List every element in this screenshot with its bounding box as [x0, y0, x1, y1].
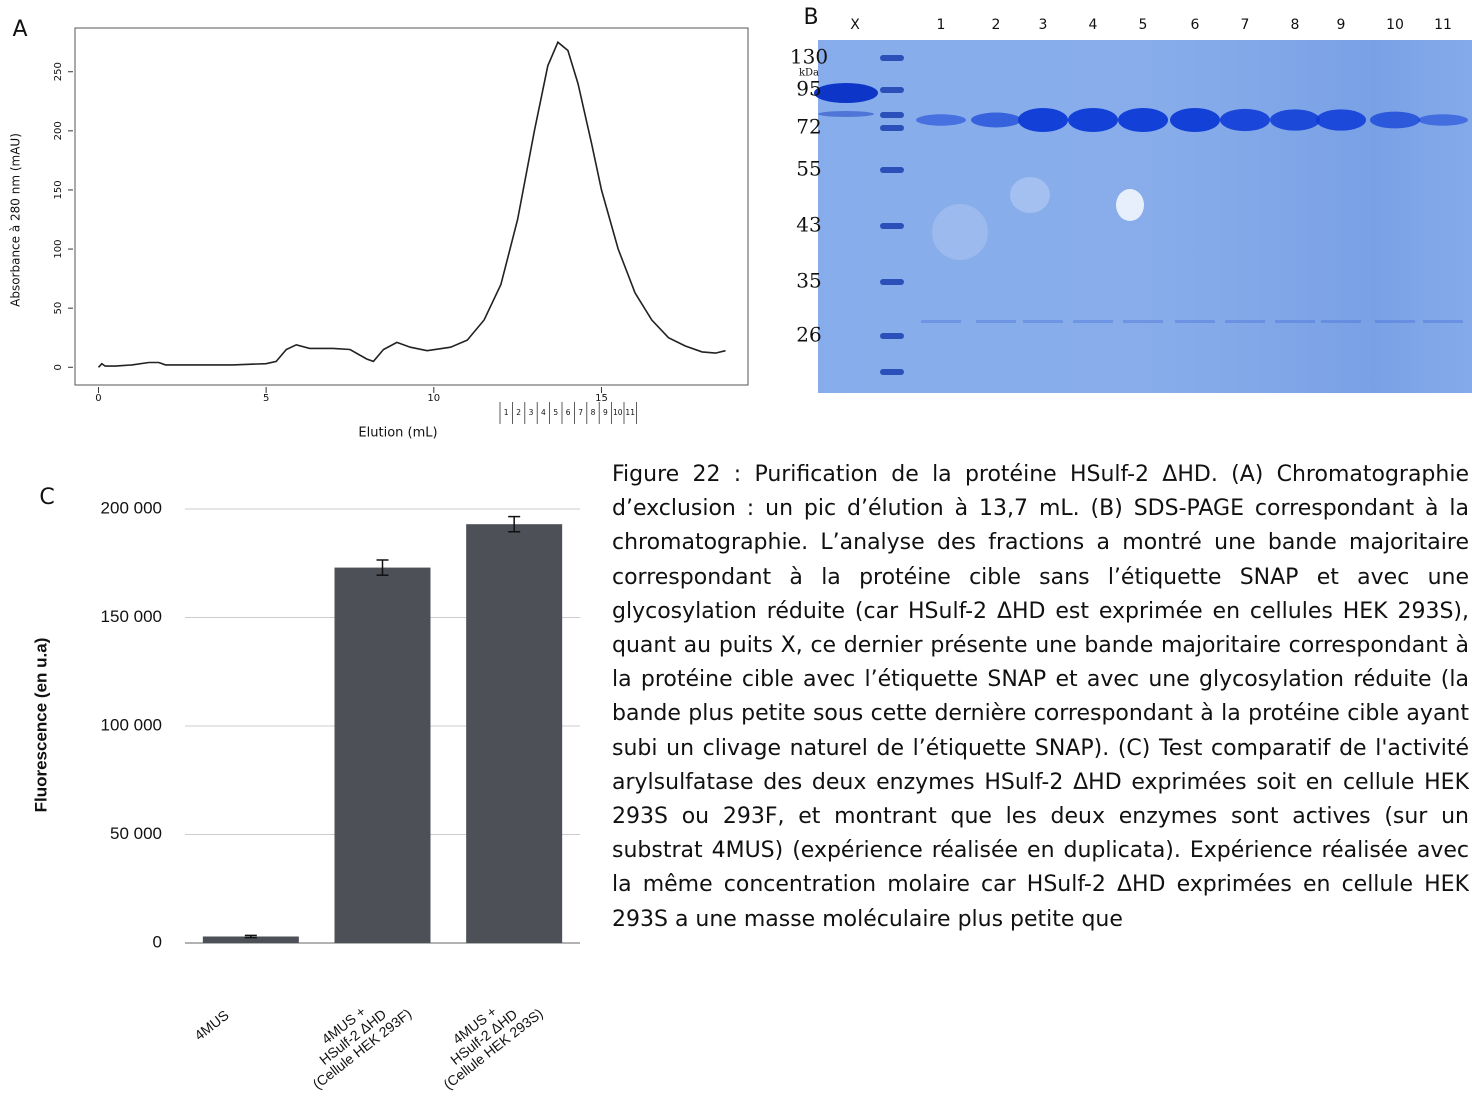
lane-x-band [818, 111, 874, 117]
y-tick-label: 50 000 [110, 824, 162, 843]
marker-label: 35 [796, 269, 821, 293]
y-tick-label: 200 [53, 121, 64, 140]
ladder-band [880, 55, 904, 61]
lane-band [1118, 108, 1168, 132]
lane-label: 5 [1139, 17, 1148, 33]
fraction-label: 10 [613, 408, 623, 417]
lane-label: X [850, 17, 860, 33]
panel-label: A [12, 17, 27, 42]
fraction-label: 7 [578, 408, 583, 417]
lane-band [1068, 108, 1118, 132]
y-axis-title: Absorbance à 280 nm (mAU) [9, 133, 23, 307]
ladder-band [880, 167, 904, 173]
x-axis-title: Elution (mL) [358, 426, 437, 441]
lane-label: 10 [1386, 17, 1404, 33]
y-tick-label: 150 000 [101, 607, 162, 626]
lane-band-minor [1423, 320, 1463, 323]
ladder-band [880, 87, 904, 93]
y-tick-label: 0 [153, 932, 162, 951]
y-tick-label: 100 000 [101, 715, 162, 734]
gel-artifact [1010, 177, 1050, 213]
y-tick-label: 150 [53, 180, 64, 199]
lane-label: 1 [937, 17, 946, 33]
y-tick-label: 250 [53, 62, 64, 81]
marker-label: kDa [799, 68, 819, 79]
lane-band-minor [1073, 320, 1113, 323]
lane-band-minor [1225, 320, 1265, 323]
lane-band-minor [1275, 320, 1315, 323]
lane-band-minor [921, 320, 961, 323]
fraction-label: 11 [625, 408, 635, 417]
fraction-label: 9 [603, 408, 608, 417]
plot-frame [74, 27, 749, 386]
lane-band-minor [1123, 320, 1163, 323]
caption: Figure 22 : Purification de la protéine … [612, 462, 1469, 932]
gel-shade [818, 40, 1472, 393]
x-tick-label: 0 [95, 393, 101, 404]
ladder-band [880, 125, 904, 131]
x-tick-label: 10 [427, 393, 440, 404]
chromatogram-line [97, 40, 726, 368]
ladder-band [880, 369, 904, 375]
y-tick-label: 100 [53, 240, 64, 259]
lane-label: 8 [1291, 17, 1300, 33]
marker-label: 95 [796, 77, 821, 101]
x-tick-label: 5 [263, 393, 269, 404]
fraction-label: 2 [516, 408, 521, 417]
ladder-band [880, 333, 904, 339]
x-tick-label: 15 [595, 393, 608, 404]
y-axis-title: Fluorescence (en u.a) [31, 638, 50, 813]
fraction-label: 8 [591, 408, 596, 417]
lane-band [1370, 111, 1420, 129]
lane-band [1270, 109, 1320, 131]
lane-label: 9 [1337, 17, 1346, 33]
marker-label: 43 [796, 213, 821, 237]
lane-label: 11 [1434, 17, 1452, 33]
gel-artifact [1116, 189, 1144, 221]
marker-label: 55 [796, 157, 821, 181]
lane-label: 6 [1191, 17, 1200, 33]
lane-band [916, 114, 966, 126]
ladder-band [880, 112, 904, 118]
fraction-label: 1 [504, 408, 509, 417]
gel-bands [814, 55, 1468, 375]
lane-band-minor [1375, 320, 1415, 323]
lane-band-minor [976, 320, 1016, 323]
fraction-label: 3 [529, 408, 534, 417]
fraction-label: 6 [566, 408, 571, 417]
y-tick-label: 50 [53, 302, 64, 315]
lane-band [971, 112, 1021, 128]
panel-label: C [39, 485, 54, 510]
marker-label: 130 [790, 45, 828, 69]
lane-x-band [814, 83, 878, 103]
bar [466, 524, 563, 943]
lane-band [1418, 114, 1468, 126]
fraction-label: 5 [553, 408, 558, 417]
marker-label: 26 [796, 323, 821, 347]
bar [334, 567, 431, 943]
lane-label: 2 [992, 17, 1001, 33]
lane-band [1170, 108, 1220, 132]
lane-label: 3 [1039, 17, 1048, 33]
lane-band-minor [1023, 320, 1063, 323]
lane-band [1220, 108, 1270, 132]
bar [202, 936, 299, 943]
lane-label: 4 [1089, 17, 1098, 33]
fraction-label: 4 [541, 408, 546, 417]
marker-label: 72 [796, 115, 821, 139]
y-tick-label: 200 000 [101, 498, 162, 517]
y-tick-label: 0 [53, 364, 64, 370]
lane-band [1018, 108, 1068, 132]
ladder-band [880, 279, 904, 285]
panel-label: B [803, 5, 818, 30]
lane-band-minor [1175, 320, 1215, 323]
ladder-band [880, 223, 904, 229]
lane-band-minor [1321, 320, 1361, 323]
gel-artifact [932, 204, 988, 260]
lane-label: 7 [1241, 17, 1250, 33]
lane-band [1316, 109, 1366, 131]
